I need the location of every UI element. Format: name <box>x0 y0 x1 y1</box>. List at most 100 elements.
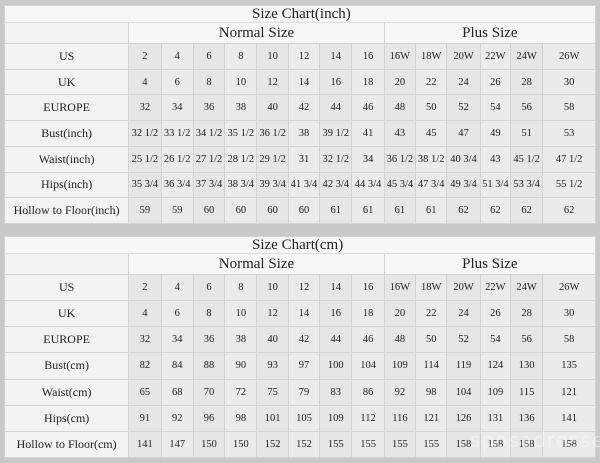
table-cell: 28 <box>509 300 544 328</box>
table-cell: 20W <box>446 43 481 70</box>
table-row: Hips(cm) 91 92 96 98 101 105 109 112 116 121 126 131… <box>3 404 596 432</box>
table-cell: 97 <box>287 352 321 380</box>
table-cell: 61 <box>351 197 385 224</box>
table-cell: 36 <box>192 94 226 122</box>
table-cell: 48 <box>383 94 417 122</box>
table-cell: 32 <box>128 94 162 122</box>
table-cell: 20W <box>446 273 481 302</box>
table-cell: 10 <box>256 273 289 302</box>
table-cell: 51 3/4 <box>479 171 511 199</box>
table-cell: 46 <box>351 94 385 122</box>
table-cell: 41 3/4 <box>287 171 321 199</box>
table-row: Bust(inch) 32 1/2 33 1/2 34 1/2 35 1/2 36 1/2… <box>3 120 596 147</box>
table-cell: 150 <box>224 430 258 459</box>
table-row: Hips(inch) 35 3/4 36 3/4 37 3/4 38 3/4 39 3/4… <box>3 171 596 199</box>
table-cell: 38 1/2 <box>415 145 448 173</box>
table-row: Waist(cm) 65 68 70 72 75 79 83 86 92 98 104 109 115 12… <box>3 378 596 406</box>
table-cell: 36 3/4 <box>160 171 194 199</box>
table-cell: 35 1/2 <box>224 120 258 147</box>
plus-size-header: Plus Size <box>383 22 597 44</box>
table-cell: 12 <box>256 68 289 96</box>
group-header-row: Normal Size Plus Size <box>3 22 597 44</box>
table-cell: 22 <box>415 300 448 328</box>
table-cell: 35 3/4 <box>128 171 162 199</box>
table-cell: 34 <box>160 94 194 122</box>
table-cell: 36 1/2 <box>383 145 417 173</box>
table-cell: 115 <box>509 378 544 406</box>
row-label: EUROPE <box>3 326 130 354</box>
row-label: Bust(cm) <box>3 352 130 380</box>
table-cell: 75 <box>256 378 289 406</box>
table-cell: 70 <box>192 378 226 406</box>
table-cell: 90 <box>224 352 258 380</box>
table-cell: 65 <box>128 378 162 406</box>
table-cell: 16W <box>383 43 417 70</box>
table-cell: 155 <box>351 430 385 459</box>
table-cell: 32 1/2 <box>128 120 162 147</box>
size-chart-inch-table: Size Chart(inch) Normal Size Plus Size US 2 4… <box>3 5 597 224</box>
table-cell: 105 <box>287 404 321 432</box>
table-cell: 20 <box>383 68 417 96</box>
table-cell: 104 <box>351 352 385 380</box>
table-cell: 84 <box>160 352 194 380</box>
table-row: UK 4 6 8 10 12 14 16 18 20 22 24 26 28 30 <box>3 300 596 328</box>
table-cell: 158 <box>509 430 544 459</box>
table-cell: 28 1/2 <box>224 145 258 173</box>
table-cell: 27 1/2 <box>192 145 226 173</box>
table-cell: 60 <box>192 197 226 224</box>
table-cell: 60 <box>224 197 258 224</box>
table-cell: 124 <box>479 352 511 380</box>
table-cell: 32 <box>128 326 162 354</box>
table-cell: 8 <box>224 273 258 302</box>
row-label: Hollow to Floor(cm) <box>3 430 130 459</box>
table-cell: 59 <box>160 197 194 224</box>
table-cell: 38 <box>287 120 321 147</box>
table-cell: 30 <box>542 300 596 328</box>
table-cell: 114 <box>415 352 448 380</box>
table-cell: 24 <box>446 68 481 96</box>
table-cell: 60 <box>287 197 321 224</box>
table-cell: 116 <box>383 404 417 432</box>
table-cell: 50 <box>415 94 448 122</box>
table-cell: 42 <box>287 326 321 354</box>
table-cell: 44 <box>319 94 353 122</box>
table-cell: 34 <box>160 326 194 354</box>
table-cell: 88 <box>192 352 226 380</box>
table-cell: 101 <box>256 404 289 432</box>
table-cell: 29 1/2 <box>256 145 289 173</box>
size-chart-cm-table: Size Chart(cm) Normal Size Plus Size US 2 4 6 8… <box>3 236 597 459</box>
table-cell: 41 <box>351 120 385 147</box>
table-cell: 109 <box>383 352 417 380</box>
table-cell: 121 <box>542 378 596 406</box>
table-cell: 126 <box>446 404 481 432</box>
table-cell: 155 <box>319 430 353 459</box>
table-cell: 12 <box>287 43 321 70</box>
table-cell: 14 <box>319 273 353 302</box>
table-cell: 155 <box>383 430 417 459</box>
row-label: UK <box>3 300 130 328</box>
table-cell: 136 <box>509 404 544 432</box>
table-cell: 58 <box>542 94 596 122</box>
table-cell: 10 <box>224 300 258 328</box>
blank-header-cell <box>3 22 130 44</box>
row-label: Hips(inch) <box>3 171 130 199</box>
table-cell: 40 <box>256 326 289 354</box>
table-cell: 6 <box>160 68 194 96</box>
table-cell: 91 <box>128 404 162 432</box>
table-cell: 31 <box>287 145 321 173</box>
table-cell: 54 <box>479 94 511 122</box>
table-cell: 38 <box>224 326 258 354</box>
table-cell: 6 <box>192 273 226 302</box>
table-cell: 61 <box>383 197 417 224</box>
table-cell: 43 <box>479 145 511 173</box>
table-cell: 155 <box>415 430 448 459</box>
table-cell: 47 1/2 <box>542 145 596 173</box>
row-label: Bust(inch) <box>3 120 130 147</box>
row-label: Waist(inch) <box>3 145 130 173</box>
table-cell: 42 3/4 <box>319 171 353 199</box>
normal-size-header: Normal Size <box>128 253 385 275</box>
chart-title: Size Chart(inch) <box>4 5 596 23</box>
table-cell: 44 <box>319 326 353 354</box>
table-cell: 98 <box>415 378 448 406</box>
table-cell: 38 <box>224 94 258 122</box>
